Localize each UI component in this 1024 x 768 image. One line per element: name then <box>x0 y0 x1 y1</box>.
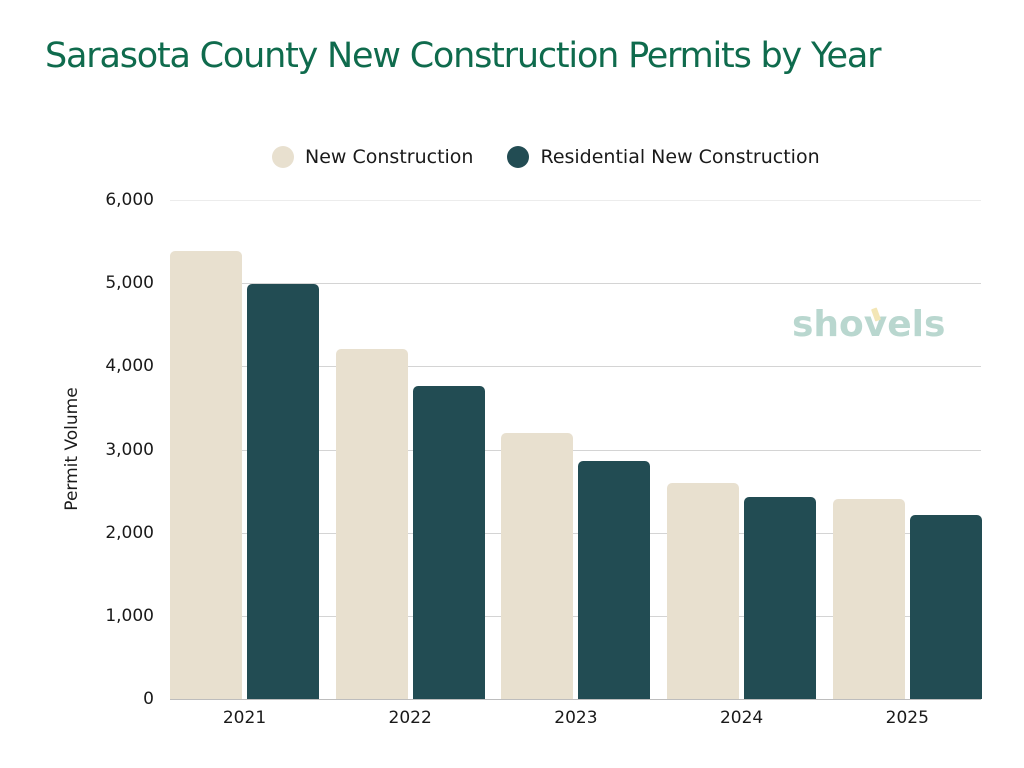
y-tick-label: 3,000 <box>105 439 154 460</box>
chart-title: Sarasota County New Construction Permits… <box>45 36 881 76</box>
y-tick-label: 6,000 <box>105 190 154 210</box>
y-tick-label: 0 <box>143 689 154 709</box>
legend-item-new-construction: New Construction <box>272 146 473 168</box>
bar-2023-residential-new-construction <box>578 461 651 699</box>
gridline <box>170 616 981 617</box>
legend: New Construction Residential New Constru… <box>272 146 854 168</box>
gridline <box>170 200 981 201</box>
legend-swatch-icon <box>507 146 530 168</box>
gridline <box>170 366 981 367</box>
bar-2025-residential-new-construction <box>909 515 982 699</box>
x-tick-label: 2023 <box>554 708 598 728</box>
gridline <box>170 283 981 284</box>
x-tick-label: 2022 <box>388 708 432 728</box>
bar-2024-new-construction <box>667 482 740 699</box>
bar-2024-residential-new-construction <box>744 496 817 699</box>
y-tick-label: 5,000 <box>105 273 154 294</box>
legend-swatch-icon <box>272 146 294 168</box>
y-tick-label: 2,000 <box>105 522 154 543</box>
bar-2022-residential-new-construction <box>412 385 485 699</box>
x-axis-line <box>170 699 981 700</box>
y-axis-label: Permit Volume <box>62 387 82 511</box>
bar-2021-residential-new-construction <box>247 284 319 699</box>
bar-2021-new-construction <box>170 250 242 699</box>
x-tick-label: 2024 <box>719 708 764 728</box>
bar-2022-new-construction <box>335 348 408 699</box>
bar-2025-new-construction <box>832 498 905 699</box>
x-tick-label: 2021 <box>222 708 267 728</box>
legend-item-residential-new-construction: Residential New Construction <box>507 146 820 168</box>
x-tick-label: 2025 <box>885 708 929 728</box>
gridline <box>170 533 981 534</box>
gridline <box>170 450 981 451</box>
y-tick-label: 4,000 <box>105 356 154 377</box>
legend-label: New Construction <box>305 146 474 168</box>
shovels-logo: shovels <box>792 304 946 345</box>
y-tick-label: 1,000 <box>105 605 154 626</box>
bar-2023-new-construction <box>501 432 574 699</box>
legend-label: Residential New Construction <box>540 146 820 168</box>
